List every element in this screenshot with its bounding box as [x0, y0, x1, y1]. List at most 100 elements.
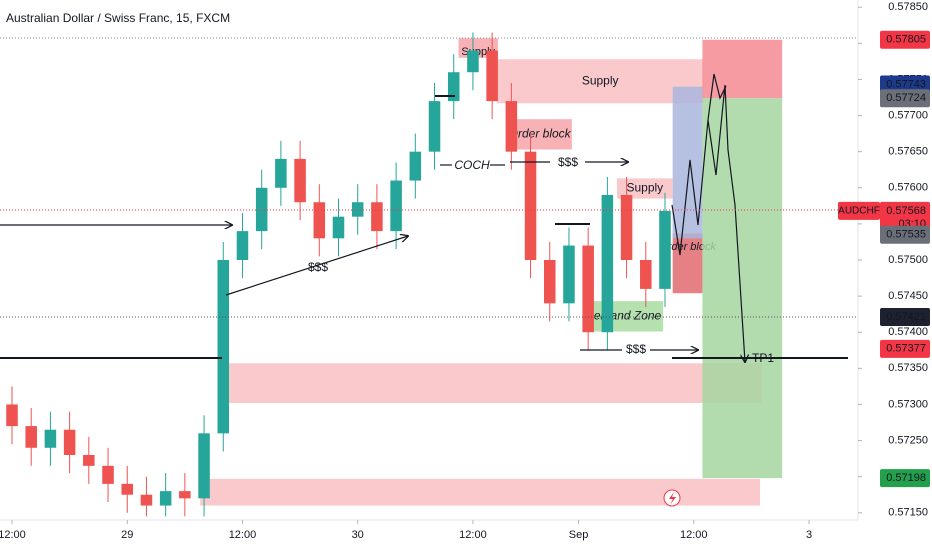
y-tick-label: 0.57850 [888, 1, 928, 13]
y-tick-label: 0.57150 [888, 507, 928, 519]
candle-body [486, 50, 498, 102]
candle-body [121, 483, 133, 495]
zone-label: Order block [509, 127, 572, 141]
candle-body [390, 180, 402, 232]
candle-body [409, 151, 422, 181]
y-tick-label: 0.57650 [888, 146, 928, 158]
price-tag-label: 0.57377 [886, 343, 926, 355]
plot [6, 32, 671, 517]
candle-body [217, 260, 230, 434]
x-tick-label: 30 [352, 529, 364, 541]
price-tag-label: 0.57535 [886, 229, 926, 241]
zone [583, 301, 664, 332]
candle-body [275, 158, 287, 188]
zone [616, 178, 673, 199]
candle-body [44, 429, 57, 448]
candle-body [236, 231, 249, 260]
x-tick-label: 12:00 [0, 529, 26, 541]
price-tag-label: 0.57421 [886, 311, 926, 323]
candle-body [428, 101, 441, 152]
price-tag-label: 0.57743 [886, 78, 926, 90]
annotation: COCH [454, 158, 490, 172]
candle-body [543, 260, 556, 304]
y-tick-label: 0.57250 [888, 434, 928, 446]
candle-body [159, 491, 172, 506]
price-tag [880, 75, 930, 94]
x-tick-label: Sep [569, 529, 589, 541]
projection-path [707, 73, 727, 121]
price-tag-label: 0.57724 [886, 92, 926, 104]
y-tick-label: 0.57600 [888, 182, 928, 194]
y-tick-label: 0.57300 [888, 398, 928, 410]
zone-label: Demand Zone [585, 309, 661, 323]
candle-body [83, 455, 95, 466]
annotation: $$$ [308, 260, 328, 274]
zone [222, 363, 762, 403]
candle-body [255, 187, 268, 232]
annotation: $$$ [626, 342, 646, 356]
price-tag [880, 201, 930, 232]
zone-label: Supply [626, 181, 663, 195]
price-tag [880, 225, 930, 244]
projection-path [671, 84, 745, 362]
candle-body [601, 195, 614, 333]
symbol-tag [838, 201, 880, 220]
chart-title: Australian Dollar / Swiss Franc, 15, FXC… [6, 11, 230, 25]
x-tick-label: 12:00 [229, 529, 257, 541]
price-tag [880, 339, 930, 358]
candle-body [563, 245, 575, 304]
event-icon[interactable] [669, 492, 676, 505]
candle-body [198, 433, 210, 499]
candle-body [332, 216, 345, 239]
candle-body [524, 151, 537, 260]
candle-body [467, 50, 479, 73]
zone-label: Order block [659, 241, 716, 253]
y-tick-label: 0.57500 [888, 254, 928, 266]
candle-body [6, 404, 18, 427]
y-tick-label: 0.57450 [888, 290, 928, 302]
zone [507, 119, 572, 150]
candle-body [620, 195, 633, 260]
price-tag-label: 0.57198 [886, 472, 926, 484]
candle-body [659, 210, 671, 289]
zone-label: Supply [582, 73, 619, 87]
price-tag [880, 89, 930, 108]
candle-body [582, 245, 594, 333]
arrow-line [225, 236, 408, 296]
zone [496, 59, 704, 104]
y-tick-label: 0.57700 [888, 109, 928, 121]
candle-body [351, 202, 364, 217]
candle-body [294, 158, 306, 203]
candle-body [313, 202, 326, 239]
x-tick-label: 3 [806, 529, 812, 541]
y-tick-label: 0.57350 [888, 362, 928, 374]
price-tag [880, 30, 930, 49]
zone [672, 86, 703, 239]
candle-body [640, 260, 652, 289]
zone [702, 39, 783, 99]
candle-body [63, 429, 76, 455]
x-tick-label: 29 [121, 529, 133, 541]
annotation: TP1 [752, 351, 774, 365]
price-tag [880, 469, 930, 488]
annotation: $$$ [558, 155, 578, 169]
axes: 0.578500.578000.577500.577000.576500.576… [0, 1, 930, 541]
drawings [0, 73, 848, 362]
candle-body [25, 426, 37, 448]
candle-body [447, 72, 460, 102]
zone [702, 98, 783, 479]
symbol-label: AUDCHF [838, 206, 880, 217]
candle-body [140, 494, 153, 506]
candle-body [102, 465, 114, 484]
x-tick-label: 12:00 [680, 529, 708, 541]
price-tag-label: 0.57805 [886, 34, 926, 46]
price-tag-label: 0.57568 [886, 205, 926, 217]
y-tick-label: 0.57400 [888, 326, 928, 338]
x-tick-label: 12:00 [459, 529, 487, 541]
price-tag [880, 308, 930, 327]
candle-body [371, 202, 383, 232]
candle-body [179, 491, 191, 499]
candle-body [505, 101, 518, 152]
